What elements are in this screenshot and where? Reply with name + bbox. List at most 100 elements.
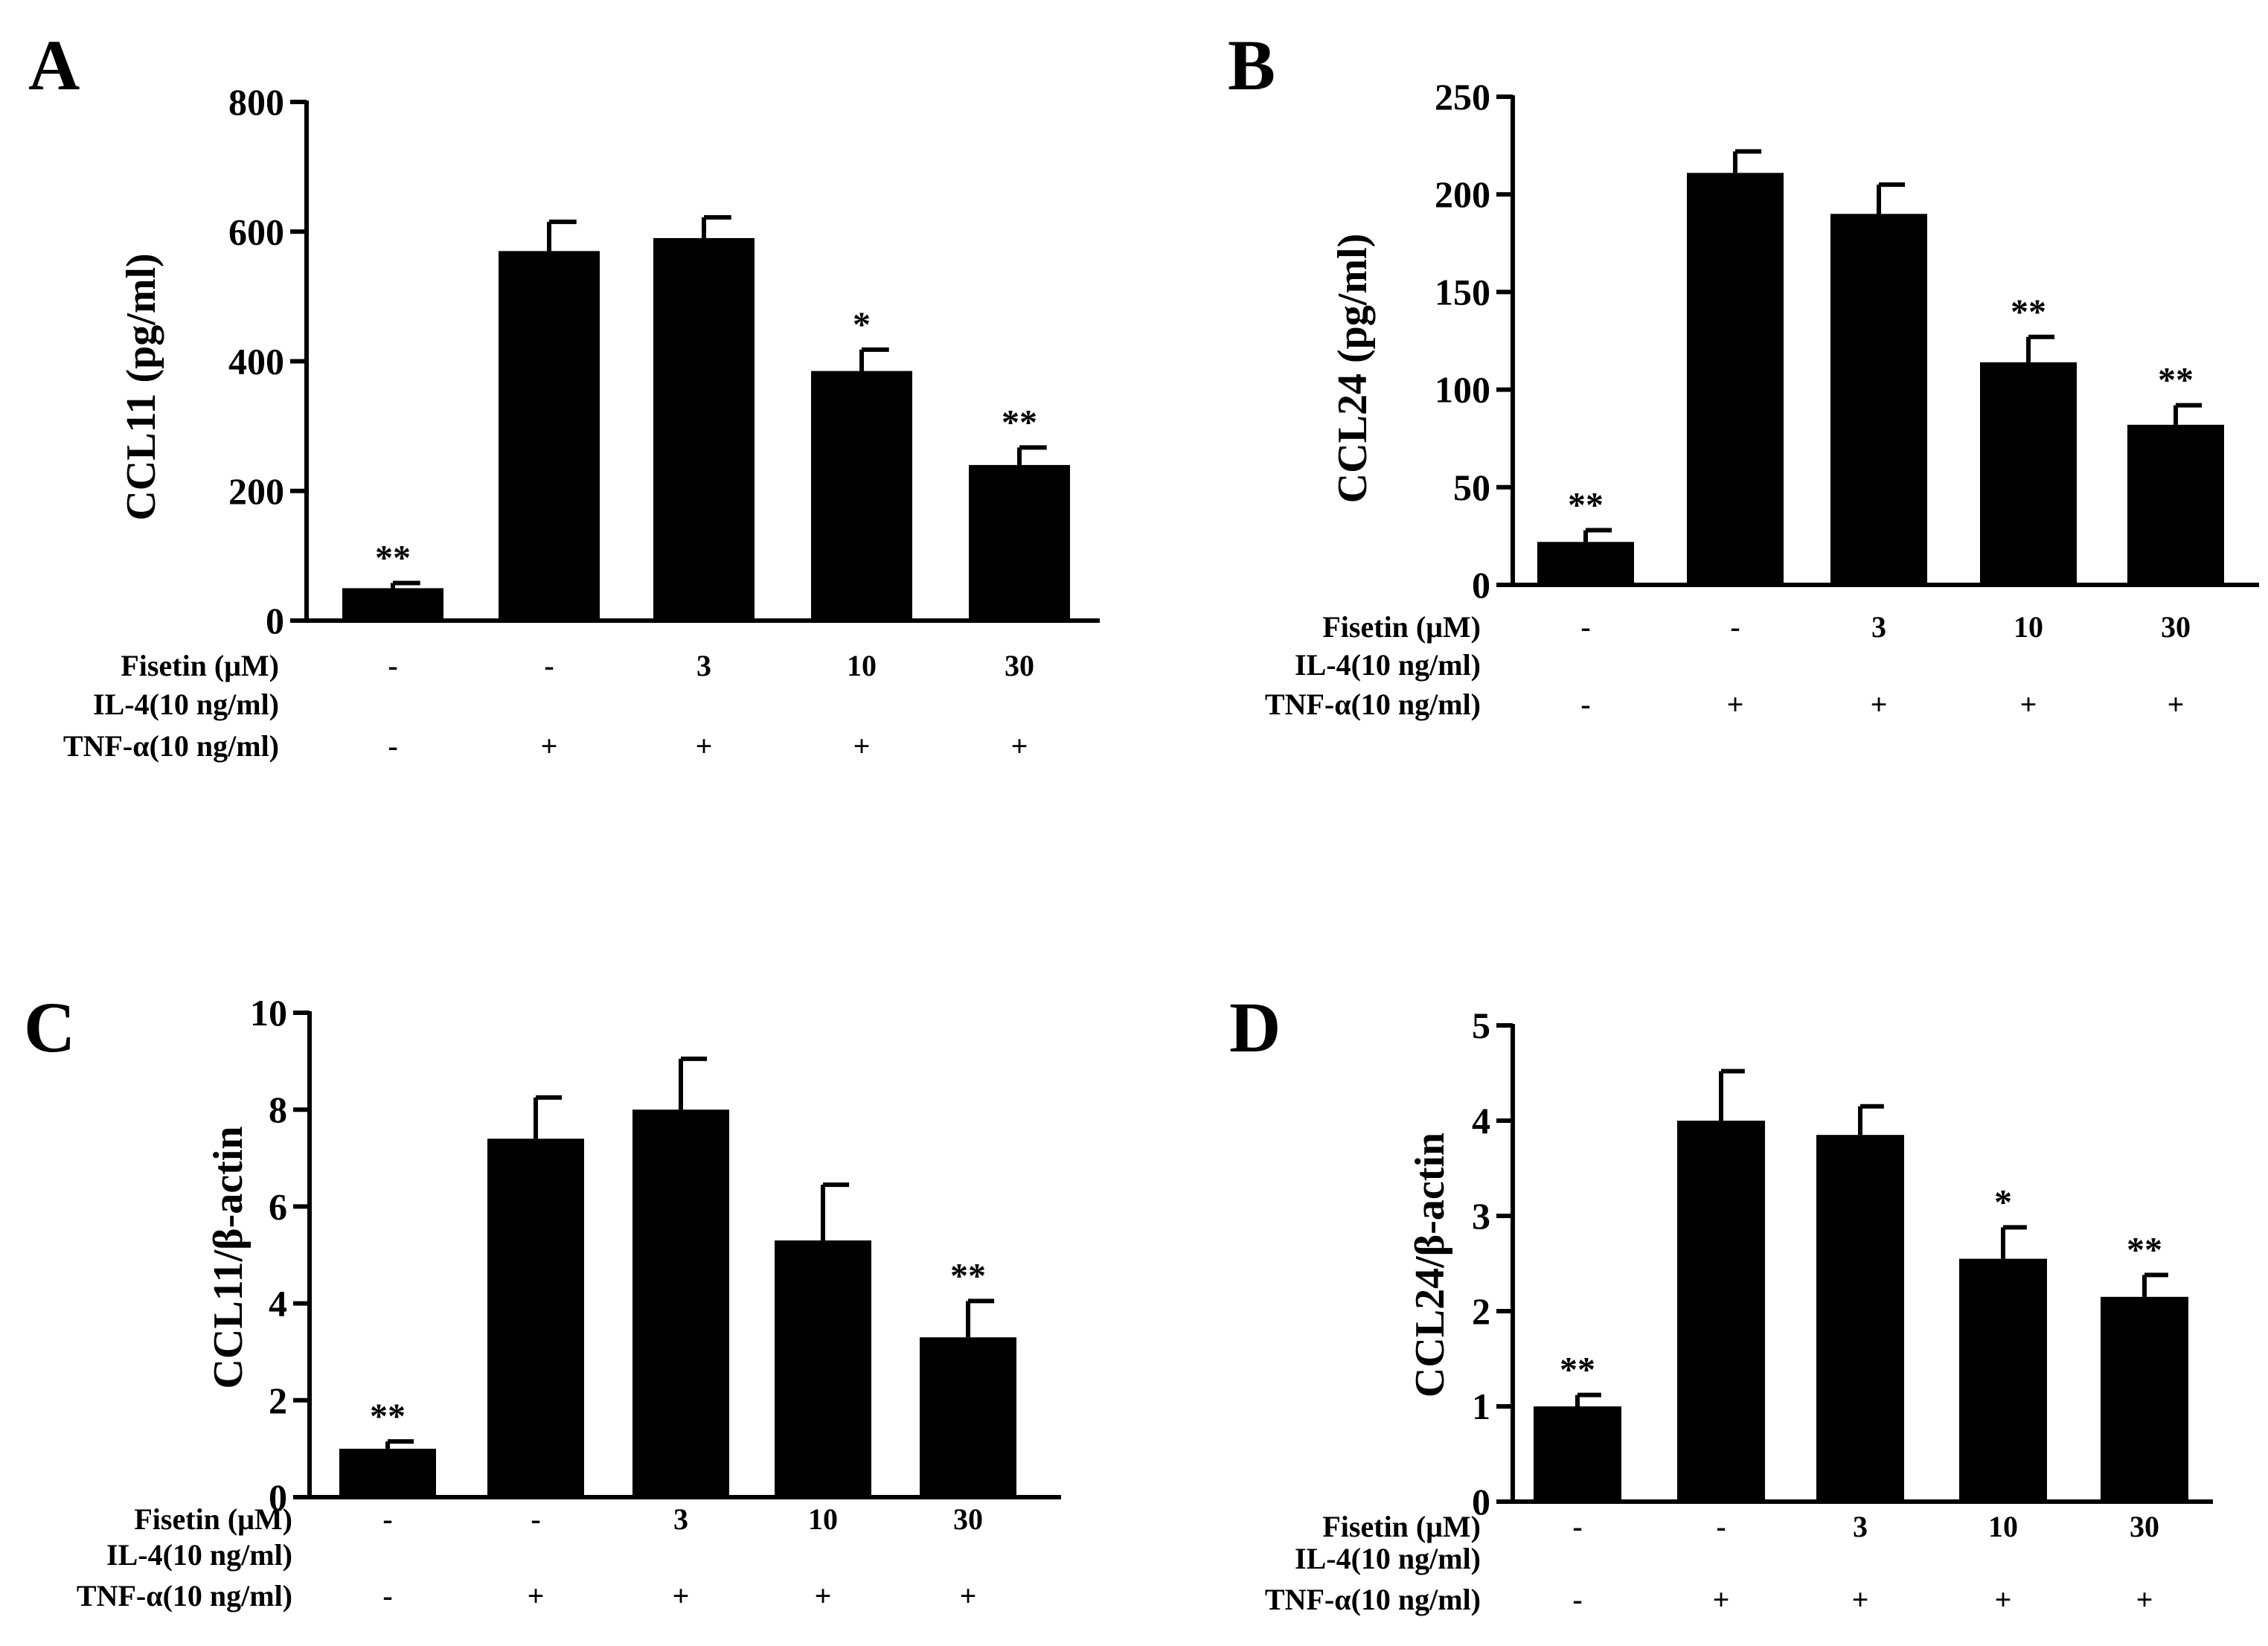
tnf-value: + <box>1713 1583 1730 1616</box>
significance-marker: ** <box>1560 1351 1595 1390</box>
bar <box>1537 542 1634 585</box>
bar <box>1830 214 1927 585</box>
chart-panel-b: B CCL24 (pg/ml) 0 50 100 150 200 250 ** ** ** Fiset… <box>1228 25 2259 721</box>
bar <box>487 1139 584 1497</box>
fisetin-value: 3 <box>1853 1510 1868 1543</box>
fisetin-value: 30 <box>2130 1510 2159 1543</box>
significance-marker: ** <box>1002 403 1037 442</box>
tnf-value: - <box>1572 1583 1582 1616</box>
bar <box>969 464 1070 621</box>
bar <box>775 1240 871 1497</box>
y-tick-label: 400 <box>228 341 284 382</box>
tnf-value: + <box>2136 1583 2153 1616</box>
fisetin-value: - <box>382 1502 392 1536</box>
panel-label: B <box>1228 25 1275 105</box>
tnf-row-label: TNF-α(10 ng/ml) <box>63 729 279 763</box>
bar <box>653 237 755 621</box>
bar <box>632 1109 729 1497</box>
fisetin-value: - <box>531 1502 540 1536</box>
bar <box>811 371 912 621</box>
significance-marker: * <box>853 305 871 345</box>
panel-label: C <box>24 987 75 1067</box>
y-tick-label: 0 <box>1472 564 1490 606</box>
fisetin-value: 30 <box>1005 649 1034 682</box>
tnf-value: - <box>1580 688 1590 721</box>
fisetin-value: 30 <box>953 1502 983 1536</box>
y-tick-label: 3 <box>1472 1195 1490 1237</box>
significance-marker: ** <box>1568 486 1604 525</box>
tnf-value: + <box>528 1579 545 1613</box>
y-tick-label: 4 <box>1472 1100 1490 1141</box>
y-tick-label: 8 <box>269 1089 287 1130</box>
fisetin-value: 3 <box>696 649 711 682</box>
y-axis-label: CCL24 (pg/ml) <box>1330 234 1376 503</box>
tnf-value: + <box>960 1579 977 1613</box>
y-tick-label: 600 <box>228 211 284 252</box>
fisetin-value: 30 <box>2161 610 2191 644</box>
bar <box>339 1448 436 1497</box>
y-tick-label: 150 <box>1435 271 1490 313</box>
y-tick-label: 4 <box>269 1283 287 1325</box>
tnf-value: + <box>1995 1583 2012 1616</box>
tnf-value: + <box>1011 729 1028 763</box>
fisetin-value: - <box>1572 1510 1582 1543</box>
y-tick-label: 10 <box>250 992 287 1034</box>
tnf-value: + <box>1871 688 1888 721</box>
y-tick-label: 250 <box>1435 76 1490 118</box>
significance-marker: ** <box>375 538 411 577</box>
fisetin-row-label: Fisetin (μM) <box>1322 1510 1481 1543</box>
fisetin-row-label: Fisetin (μM) <box>134 1502 292 1536</box>
significance-marker: ** <box>370 1397 406 1436</box>
bar <box>499 251 600 621</box>
y-tick-label: 200 <box>228 470 284 512</box>
y-tick-label: 50 <box>1453 467 1490 508</box>
chart-panel-c: C CCL11/β-actin 0 2 4 6 8 10 ** ** Fisetin (μM)IL-… <box>24 987 1061 1613</box>
bar <box>1677 1121 1765 1502</box>
fisetin-value: 10 <box>808 1502 838 1536</box>
fisetin-row-label: Fisetin (μM) <box>121 649 279 682</box>
tnf-value: - <box>382 1579 392 1613</box>
tnf-value: + <box>853 729 871 763</box>
il4-row-label: IL-4(10 ng/ml) <box>106 1538 292 1572</box>
fisetin-value: 3 <box>1871 610 1886 644</box>
tnf-value: + <box>815 1579 832 1613</box>
fisetin-value: - <box>1716 1510 1726 1543</box>
y-axis-label: CCL11/β-actin <box>205 1126 252 1389</box>
y-tick-label: 0 <box>266 600 284 641</box>
panel-label: D <box>1229 987 1281 1067</box>
tnf-row-label: TNF-α(10 ng/ml) <box>77 1579 292 1613</box>
y-tick-label: 1 <box>1472 1386 1490 1427</box>
significance-marker: ** <box>2011 292 2046 332</box>
y-tick-label: 200 <box>1435 173 1490 215</box>
significance-marker: ** <box>2158 361 2194 400</box>
tnf-value: + <box>1727 688 1744 721</box>
tnf-value: + <box>673 1579 690 1613</box>
tnf-value: + <box>696 729 713 763</box>
bar <box>1980 362 2077 585</box>
significance-marker: ** <box>2127 1230 2162 1269</box>
bar <box>1687 173 1784 585</box>
panel-label: A <box>28 25 80 105</box>
fisetin-value: - <box>1730 610 1740 644</box>
y-tick-label: 6 <box>269 1185 287 1227</box>
bar <box>1959 1258 2047 1502</box>
tnf-value: + <box>1852 1583 1869 1616</box>
y-tick-label: 2 <box>269 1380 287 1421</box>
tnf-value: + <box>541 729 558 763</box>
bar <box>2101 1296 2188 1502</box>
fisetin-row-label: Fisetin (μM) <box>1322 610 1481 644</box>
y-tick-label: 2 <box>1472 1290 1490 1332</box>
fisetin-value: 10 <box>847 649 877 682</box>
fisetin-value: 10 <box>2014 610 2043 644</box>
il4-row-label: IL-4(10 ng/ml) <box>1295 648 1481 682</box>
tnf-row-label: TNF-α(10 ng/ml) <box>1265 1583 1481 1616</box>
bar <box>2127 424 2224 585</box>
bar <box>1534 1406 1621 1502</box>
fisetin-value: 10 <box>1988 1510 2018 1543</box>
tnf-value: - <box>388 729 397 763</box>
bar <box>342 588 443 621</box>
bar <box>920 1337 1016 1497</box>
fisetin-value: - <box>388 649 397 682</box>
